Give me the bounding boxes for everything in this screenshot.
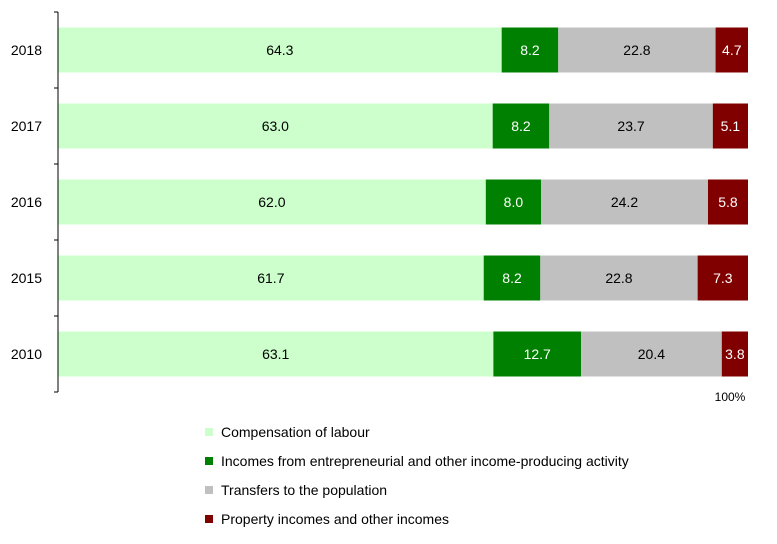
legend-swatch [205, 486, 213, 494]
bar-segment-2010-s0 [58, 331, 494, 377]
bar-segment-2017-s0 [58, 103, 493, 149]
data-label-2017-s1: 8.2 [511, 118, 531, 134]
bar-segment-2018-s0 [58, 27, 502, 73]
legend-label: Incomes from entrepreneurial and other i… [221, 453, 629, 469]
bar-segment-2010-s1 [493, 331, 582, 377]
data-label-2015-s0: 61.7 [257, 270, 284, 286]
bar-segment-2010-s2 [581, 331, 722, 377]
bar-segment-2018-s1 [501, 27, 559, 73]
legend-item-0: Compensation of labour [205, 422, 629, 442]
category-label-2018: 2018 [11, 42, 42, 58]
bar-segment-2015-s3 [697, 255, 748, 301]
data-label-2015-s2: 22.8 [605, 270, 632, 286]
category-label-2015: 2015 [11, 270, 42, 286]
data-label-2016-s2: 24.2 [611, 194, 638, 210]
category-label-2016: 2016 [11, 194, 42, 210]
bar-segment-2016-s0 [58, 179, 486, 225]
data-label-2017-s3: 5.1 [721, 118, 741, 134]
bar-segment-2016-s1 [485, 179, 541, 225]
data-label-2015-s1: 8.2 [502, 270, 522, 286]
data-label-2016-s3: 5.8 [718, 194, 738, 210]
legend: Compensation of labour Incomes from entre… [205, 422, 629, 538]
bar-segment-2015-s0 [58, 255, 484, 301]
data-label-2010-s0: 63.1 [262, 346, 289, 362]
data-label-2010-s1: 12.7 [524, 346, 551, 362]
bar-segment-2017-s1 [492, 103, 550, 149]
legend-item-1: Incomes from entrepreneurial and other i… [205, 451, 629, 471]
legend-swatch [205, 515, 213, 523]
category-label-2010: 2010 [11, 346, 42, 362]
legend-label: Transfers to the population [221, 482, 388, 498]
bar-segment-2017-s2 [549, 103, 713, 149]
bar-segment-2015-s2 [540, 255, 698, 301]
data-label-2010-s3: 3.8 [725, 346, 745, 362]
legend-item-3: Property incomes and other incomes [205, 509, 629, 529]
legend-swatch [205, 457, 213, 465]
legend-label: Property incomes and other incomes [221, 511, 449, 527]
axis-layer: 2018 2017 2016 2015 2010 [11, 11, 59, 393]
bar-segment-2018-s2 [558, 27, 716, 73]
data-label-2018-s1: 8.2 [520, 42, 540, 58]
bars-layer: 64.3 8.2 22.8 4.7 63.0 8.2 23.7 5.1 62.0 8.0 24.2 5… [58, 27, 748, 377]
data-label-2016-s1: 8.0 [504, 194, 524, 210]
data-label-2018-s0: 64.3 [266, 42, 293, 58]
data-label-2016-s0: 62.0 [258, 194, 285, 210]
legend-swatch [205, 428, 213, 436]
data-label-2015-s3: 7.3 [713, 270, 733, 286]
x-axis-tick-label: 100% [715, 390, 746, 404]
bar-segment-2016-s2 [541, 179, 708, 225]
bar-segment-2018-s3 [715, 27, 748, 73]
legend-item-2: Transfers to the population [205, 480, 629, 500]
legend-label: Compensation of labour [221, 424, 370, 440]
bar-segment-2017-s3 [712, 103, 748, 149]
data-label-2017-s2: 23.7 [617, 118, 644, 134]
bar-segment-2010-s3 [721, 331, 748, 377]
bar-segment-2015-s1 [483, 255, 541, 301]
category-label-2017: 2017 [11, 118, 42, 134]
data-label-2018-s3: 4.7 [722, 42, 742, 58]
data-label-2018-s2: 22.8 [623, 42, 650, 58]
data-label-2017-s0: 63.0 [262, 118, 289, 134]
data-label-2010-s2: 20.4 [638, 346, 665, 362]
bar-segment-2016-s3 [707, 179, 748, 225]
